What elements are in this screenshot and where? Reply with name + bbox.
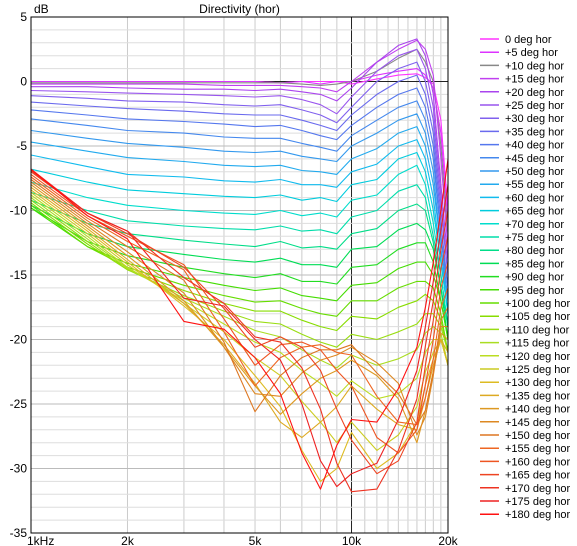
legend-label: 0 deg hor	[505, 34, 552, 46]
legend-label: +30 deg hor	[505, 113, 564, 125]
legend-label: +10 deg hor	[505, 60, 564, 72]
legend-label: +130 deg hor	[505, 377, 570, 389]
legend-label: +50 deg hor	[505, 166, 564, 178]
series-line	[30, 87, 449, 288]
legend-label: +80 deg hor	[505, 245, 564, 257]
series-line	[30, 170, 449, 493]
series-line	[30, 48, 449, 276]
y-tick-label: 0	[20, 75, 27, 89]
legend-label: +165 deg hor	[505, 470, 570, 482]
y-tick-label: -20	[10, 333, 28, 347]
y-tick-label: -30	[10, 462, 28, 476]
plot-frame	[30, 16, 449, 534]
y-tick-label: -10	[10, 204, 28, 218]
legend-label: +135 deg hor	[505, 390, 570, 402]
x-tick-label: 5k	[249, 534, 263, 546]
series-line	[30, 113, 449, 301]
legend-label: +95 deg hor	[505, 285, 564, 297]
legend-label: +145 deg hor	[505, 417, 570, 429]
legend-label: +140 deg hor	[505, 404, 570, 416]
legend-label: +90 deg hor	[505, 272, 564, 284]
series-line	[30, 199, 449, 353]
legend-label: +85 deg hor	[505, 258, 564, 270]
legend-label: +35 deg hor	[505, 126, 564, 138]
series-line	[30, 191, 449, 451]
legend-label: +55 deg hor	[505, 179, 564, 191]
legend-label: +125 deg hor	[505, 364, 570, 376]
x-tick-label: 10k	[342, 534, 362, 546]
legend-label: +65 deg hor	[505, 206, 564, 218]
series-line	[30, 173, 449, 454]
legend-label: +160 deg hor	[505, 456, 570, 468]
series-line	[30, 158, 449, 490]
y-tick-label: -15	[10, 268, 28, 282]
legend-label: +115 deg hor	[505, 338, 570, 350]
legend: 0 deg hor+5 deg hor+10 deg hor +15 deg ho…	[480, 34, 570, 521]
legend-label: +40 deg hor	[505, 140, 564, 152]
x-tick-label: 2k	[121, 534, 135, 546]
legend-label: +110 deg hor	[505, 324, 570, 336]
legend-label: +70 deg hor	[505, 219, 564, 231]
series-line	[30, 179, 449, 426]
legend-label: +100 deg hor	[505, 298, 570, 310]
y-tick-label: -35	[10, 526, 28, 540]
x-tick-label: 20k	[438, 534, 458, 546]
series-line	[30, 151, 449, 314]
legend-label: +180 deg hor	[505, 509, 570, 521]
grid	[31, 16, 448, 534]
legend-label: +105 deg hor	[505, 311, 570, 323]
series-line	[30, 61, 449, 276]
series-line	[30, 164, 449, 327]
y-tick-label: -25	[10, 397, 28, 411]
y-tick-label: 5	[20, 10, 27, 24]
x-tick-label: 1kHz	[27, 534, 54, 546]
series-line	[30, 176, 449, 426]
series-line	[30, 100, 449, 301]
legend-label: +20 deg hor	[505, 87, 564, 99]
chart-title: Directivity (hor)	[199, 2, 280, 16]
legend-label: +155 deg hor	[505, 443, 570, 455]
legend-label: +60 deg hor	[505, 192, 564, 204]
series-line	[30, 139, 449, 314]
series-line	[30, 171, 449, 475]
series-line	[30, 204, 449, 340]
legend-label: +170 deg hor	[505, 483, 570, 495]
series-line	[30, 168, 449, 488]
series-line	[31, 48, 449, 237]
legend-label: +5 deg hor	[505, 47, 558, 59]
series-line	[30, 189, 449, 482]
y-axis-label: dB	[34, 2, 49, 16]
series-line	[30, 126, 449, 314]
series-line	[30, 74, 449, 288]
legend-label: +175 deg hor	[505, 496, 570, 508]
y-tick-label: -5	[16, 139, 27, 153]
legend-label: +120 deg hor	[505, 351, 570, 363]
series-line	[30, 204, 449, 353]
legend-label: +75 deg hor	[505, 232, 564, 244]
series-line	[31, 38, 449, 263]
series-line	[30, 184, 449, 327]
legend-label: +45 deg hor	[505, 153, 564, 165]
series-lines	[30, 38, 449, 493]
legend-label: +25 deg hor	[505, 100, 564, 112]
legend-label: +15 deg hor	[505, 74, 564, 86]
series-line	[31, 39, 449, 250]
legend-label: +150 deg hor	[505, 430, 570, 442]
series-line	[30, 199, 449, 327]
